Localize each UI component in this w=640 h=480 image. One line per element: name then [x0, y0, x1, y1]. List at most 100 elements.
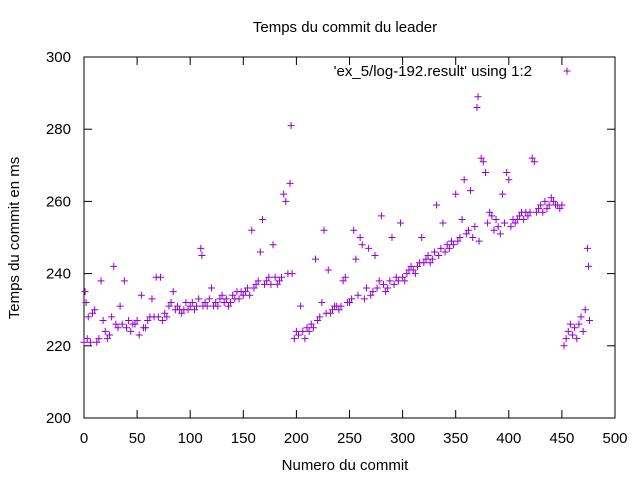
data-point — [450, 241, 458, 249]
data-point — [135, 331, 143, 339]
data-point — [358, 241, 366, 249]
data-point — [532, 208, 540, 216]
data-point — [583, 244, 591, 252]
data-point — [127, 327, 135, 335]
data-point — [362, 284, 370, 292]
x-tick-label: 100 — [178, 430, 203, 447]
data-point — [441, 248, 449, 256]
data-point — [105, 331, 113, 339]
data-point — [447, 237, 455, 245]
data-points — [80, 93, 594, 350]
data-point — [352, 255, 360, 263]
data-point — [501, 219, 509, 227]
data-point — [159, 317, 167, 325]
data-point — [399, 273, 407, 281]
data-point — [80, 338, 88, 346]
data-point — [83, 335, 91, 343]
data-point — [437, 244, 445, 252]
data-point — [537, 201, 545, 209]
data-point — [182, 298, 190, 306]
data-point — [256, 248, 264, 256]
data-point — [367, 291, 375, 299]
data-point — [248, 226, 256, 234]
chart-title: Temps du commit du leader — [253, 19, 437, 36]
data-point — [167, 298, 175, 306]
plot-border — [83, 56, 616, 419]
data-point — [320, 226, 328, 234]
data-point — [214, 302, 222, 310]
data-point — [564, 327, 572, 335]
data-point — [133, 317, 141, 325]
data-point — [324, 266, 332, 274]
data-point — [97, 277, 105, 285]
data-point — [329, 306, 337, 314]
data-point — [197, 244, 205, 252]
data-point — [462, 230, 470, 238]
data-point — [195, 295, 203, 303]
data-point — [579, 327, 587, 335]
data-point — [316, 313, 324, 321]
data-point — [275, 277, 283, 285]
data-point — [299, 327, 307, 335]
x-tick-label: 200 — [284, 430, 309, 447]
data-point — [252, 280, 260, 288]
data-point — [224, 302, 232, 310]
data-point — [369, 288, 377, 296]
legend-label: 'ex_5/log-192.result' using 1:2 — [334, 63, 532, 80]
data-point — [456, 234, 464, 241]
data-point — [460, 176, 468, 184]
data-point — [114, 324, 122, 332]
data-point — [475, 237, 483, 245]
data-point — [420, 259, 428, 267]
data-point — [422, 255, 430, 263]
data-point — [477, 154, 485, 162]
data-point — [212, 298, 220, 306]
data-point — [88, 309, 96, 317]
data-point — [356, 234, 364, 241]
x-axis: 0 50 100 150 200 250 300 350 400 450 500 — [80, 57, 628, 447]
data-point — [307, 320, 315, 328]
data-point — [91, 306, 99, 314]
x-tick-label: 350 — [443, 430, 468, 447]
data-point — [220, 298, 228, 306]
data-point — [163, 313, 171, 321]
data-point — [439, 219, 447, 227]
x-tick-label: 300 — [390, 430, 415, 447]
data-point — [382, 288, 390, 296]
data-point — [371, 252, 379, 260]
data-point — [373, 284, 381, 292]
data-point — [488, 212, 496, 220]
data-point — [341, 273, 349, 281]
x-tick-label: 400 — [496, 430, 521, 447]
data-point — [401, 277, 409, 285]
data-point — [297, 302, 305, 310]
data-point — [467, 187, 475, 195]
data-point — [326, 309, 334, 317]
data-point — [541, 197, 549, 205]
data-point — [254, 277, 262, 285]
x-tick-label: 0 — [80, 430, 88, 447]
data-point — [116, 302, 124, 310]
y-tick-label: 260 — [46, 193, 71, 210]
data-point — [411, 270, 419, 278]
data-point — [445, 244, 453, 252]
data-point — [494, 223, 502, 231]
data-point — [479, 158, 487, 166]
data-point — [484, 219, 492, 227]
data-point — [118, 320, 126, 328]
data-point — [186, 302, 194, 310]
data-point — [282, 197, 290, 205]
data-point — [556, 205, 564, 213]
data-point — [154, 313, 162, 321]
data-point — [292, 327, 300, 335]
data-point — [301, 335, 309, 343]
data-point — [581, 306, 589, 314]
data-point — [269, 241, 277, 249]
data-point — [443, 241, 451, 249]
data-point — [473, 104, 481, 112]
data-point — [203, 302, 211, 310]
data-point — [108, 313, 116, 321]
data-point — [173, 302, 181, 310]
data-point — [99, 317, 107, 325]
data-point — [528, 154, 536, 162]
